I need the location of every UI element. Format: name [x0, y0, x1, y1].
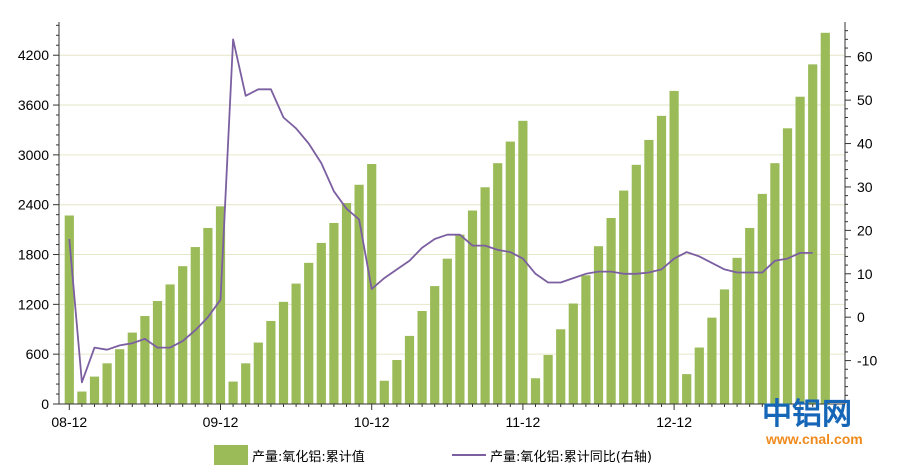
y-left-tick-label: 2400 — [18, 197, 49, 213]
bar — [115, 349, 125, 404]
x-tick-label: 08-12 — [51, 414, 87, 430]
bar — [253, 342, 263, 404]
bar — [745, 227, 755, 404]
bar — [593, 246, 604, 404]
y-right-tick-label: -10 — [857, 353, 877, 369]
bar — [442, 258, 452, 404]
bar — [455, 234, 465, 404]
bar — [77, 391, 87, 404]
bar — [417, 310, 427, 404]
bar — [140, 315, 150, 404]
y-right-tick-label: 50 — [857, 92, 873, 108]
bar — [656, 115, 667, 405]
bar — [304, 262, 314, 404]
watermark-logo: 中铝网 www.cnal.com — [762, 397, 863, 447]
bar — [493, 163, 503, 404]
bar — [89, 376, 100, 404]
bar — [64, 215, 74, 404]
bar — [178, 266, 188, 404]
y-right-tick-label: 30 — [857, 179, 873, 195]
bar — [341, 203, 352, 404]
bar — [165, 284, 175, 404]
y-right-tick-label: 60 — [857, 49, 873, 65]
y-left-tick-label: 1200 — [18, 296, 49, 312]
bar — [719, 289, 730, 404]
watermark-url: www.cnal.com — [765, 431, 863, 447]
bar — [732, 257, 742, 404]
x-tick-label: 09-12 — [203, 414, 239, 430]
bar-series — [64, 32, 830, 405]
y-left-tick-label: 4200 — [18, 47, 49, 63]
bar — [152, 301, 163, 404]
bar — [127, 332, 137, 404]
bar — [669, 90, 679, 404]
bar — [581, 275, 591, 404]
bar — [291, 283, 301, 404]
bar — [694, 347, 704, 404]
y-left-tick-label: 3600 — [18, 97, 49, 113]
bar — [505, 141, 515, 404]
bar — [266, 320, 276, 404]
bar — [606, 217, 616, 404]
bar — [392, 359, 402, 404]
bar — [241, 363, 251, 404]
line-series — [68, 38, 813, 384]
x-tick-label: 10-12 — [354, 414, 390, 430]
bar — [782, 128, 793, 404]
y-left-tick-label: 0 — [41, 396, 49, 412]
bar — [808, 64, 818, 404]
y-right-tick-label: 40 — [857, 136, 873, 152]
bar — [430, 286, 440, 404]
bar — [568, 303, 578, 404]
bar — [228, 381, 238, 404]
bar — [316, 242, 326, 404]
bar — [631, 164, 641, 404]
y-right-tick-label: 20 — [857, 222, 873, 238]
bar — [543, 355, 553, 404]
line-path — [68, 38, 813, 384]
bar — [556, 329, 566, 404]
y-axis-right: -10 0 10 20 30 40 50 60 — [845, 30, 877, 396]
bar — [404, 335, 415, 404]
bar — [480, 187, 490, 404]
y-left-tick-label: 1800 — [18, 247, 49, 263]
bar — [795, 96, 805, 404]
bar — [190, 247, 200, 404]
y-left-tick-label: 3000 — [18, 147, 49, 163]
bar — [215, 206, 226, 404]
bar — [770, 163, 780, 404]
bar — [619, 190, 629, 404]
legend-bar-label: 产量:氧化铝:累计值 — [252, 449, 365, 465]
y-left-tick-label: 600 — [26, 346, 50, 362]
legend-bar-swatch — [214, 445, 248, 465]
x-tick-label: 11-12 — [506, 414, 541, 430]
bar — [518, 120, 528, 404]
watermark-chinese: 中铝网 — [762, 397, 852, 432]
x-tick-label: 12-12 — [656, 414, 692, 430]
bar — [530, 378, 541, 404]
bar — [379, 380, 389, 404]
bar — [820, 32, 830, 404]
legend-line-label: 产量:氧化铝:累计同比(右轴) — [490, 450, 652, 465]
bar — [757, 193, 767, 404]
bar — [467, 210, 478, 404]
y-right-tick-label: 0 — [857, 309, 865, 325]
gridlines — [59, 54, 845, 355]
bar — [278, 301, 289, 404]
legend: 产量:氧化铝:累计值 产量:氧化铝:累计同比(右轴) — [214, 445, 652, 465]
bar — [354, 184, 364, 404]
y-axis-left: 0 600 1200 1800 2400 3000 3600 4200 — [18, 24, 59, 412]
x-axis: 08-12 09-12 10-12 11-12 12-12 — [51, 404, 826, 430]
bar — [102, 363, 112, 404]
bar — [682, 374, 692, 404]
bar — [707, 317, 717, 404]
y-right-tick-label: 10 — [857, 266, 873, 282]
bar — [329, 222, 339, 404]
